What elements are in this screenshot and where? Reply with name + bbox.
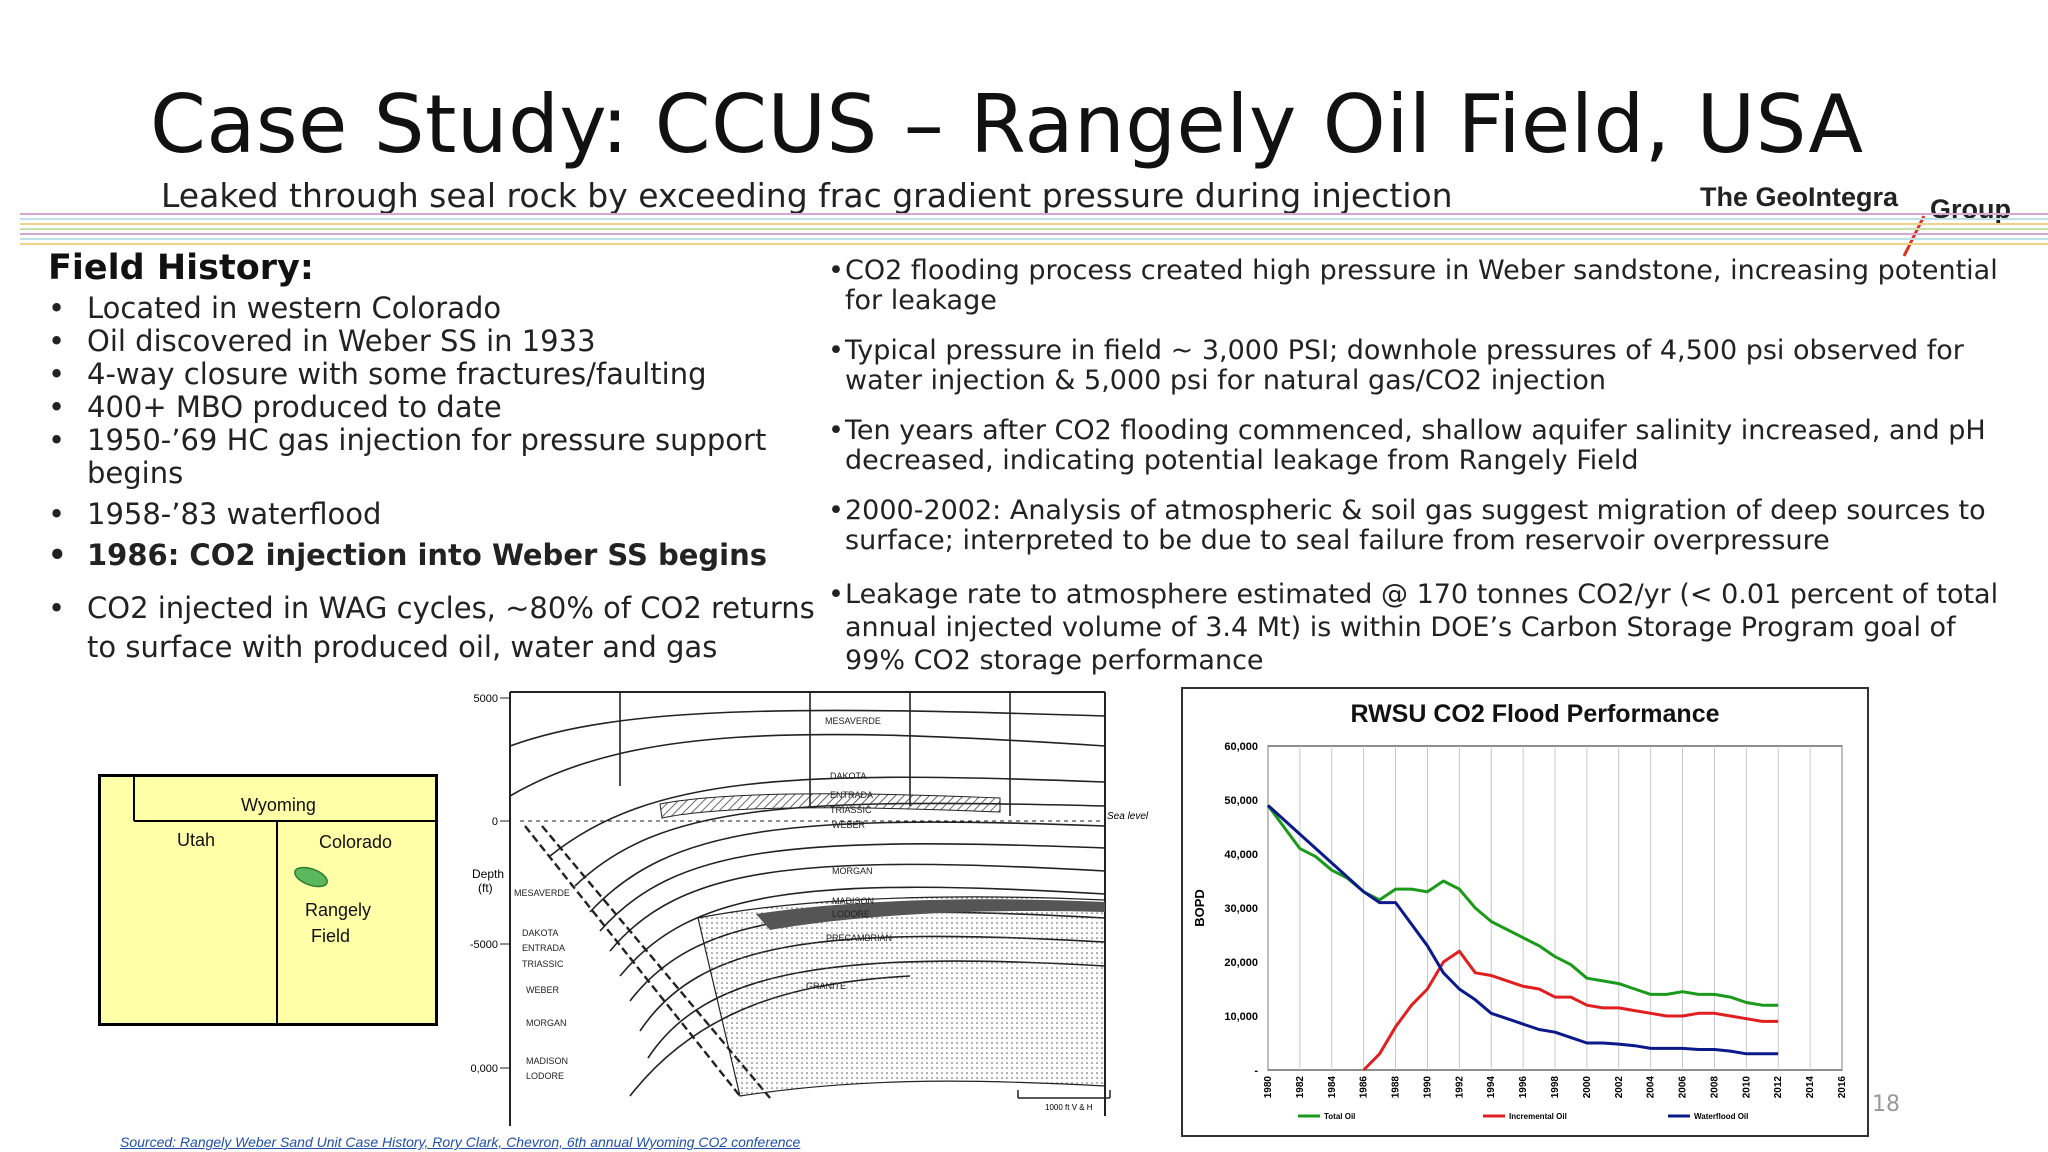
unit-label: MESAVERDE xyxy=(514,888,570,898)
unit-label: MESAVERDE xyxy=(825,716,881,726)
series-line-incremental-oil xyxy=(1362,949,1779,1072)
field-history-heading: Field History: xyxy=(48,248,314,288)
unit-label: WEBER xyxy=(526,985,560,995)
key-point: CO2 flooding process created high pressu… xyxy=(828,256,2018,316)
key-point: Typical pressure in field ~ 3,000 PSI; d… xyxy=(828,336,2018,396)
legend-entry: Waterflood Oil xyxy=(1694,1112,1748,1121)
location-map: Wyoming Utah Colorado Rangely Field xyxy=(98,774,438,1026)
unit-label: ENTRADA xyxy=(830,790,873,800)
y-tick-label: - xyxy=(1254,1065,1258,1077)
unit-label: MORGAN xyxy=(832,866,873,876)
x-tick-label: 2012 xyxy=(1773,1076,1784,1099)
geologic-cross-section: 5000 0 -5000 -10,000 Depth (ft) Sea leve… xyxy=(470,691,1149,1132)
x-tick-label: 1986 xyxy=(1359,1076,1370,1099)
map-label-utah: Utah xyxy=(177,830,216,850)
x-tick-label: 2010 xyxy=(1741,1076,1752,1099)
map-label-colorado: Colorado xyxy=(319,832,393,852)
x-tick-label: 1998 xyxy=(1550,1076,1561,1099)
field-history-list: Located in western Colorado Oil discover… xyxy=(48,292,828,667)
x-tick-label: 2016 xyxy=(1837,1076,1848,1099)
logo-slash-icon xyxy=(1902,215,1926,257)
x-tick-label: 2014 xyxy=(1805,1076,1816,1099)
depth-tick: 0 xyxy=(492,816,498,828)
sea-level-label: Sea level xyxy=(1107,811,1149,822)
flood-performance-chart: RWSU CO2 Flood Performance 1980 1982 1984 1… xyxy=(1181,687,1869,1137)
history-item: 1986: CO2 injection into Weber SS begins xyxy=(48,539,828,573)
key-point: Ten years after CO2 flooding commenced, … xyxy=(828,416,2018,476)
history-item: CO2 injected in WAG cycles, ~80% of CO2 … xyxy=(48,589,828,667)
x-tick-label: 1992 xyxy=(1454,1076,1465,1099)
logo-line1: The GeoIntegra xyxy=(1700,182,1899,212)
slide-title: Case Study: CCUS – Rangely Oil Field, US… xyxy=(150,78,1864,171)
y-tick-label: 20,000 xyxy=(1224,957,1258,969)
y-tick-label: 10,000 xyxy=(1224,1011,1258,1023)
y-tick-label: 30,000 xyxy=(1224,903,1258,915)
chart-title: RWSU CO2 Flood Performance xyxy=(1350,700,1719,728)
history-item: 4-way closure with some fractures/faulti… xyxy=(48,358,828,392)
unit-label: TRIASSIC xyxy=(830,805,872,815)
unit-label: MORGAN xyxy=(526,1018,567,1028)
history-item: 1950-’69 HC gas injection for pressure s… xyxy=(48,424,828,490)
unit-label: LODORE xyxy=(832,909,870,919)
source-citation-link[interactable]: Sourced: Rangely Weber Sand Unit Case Hi… xyxy=(120,1134,801,1150)
key-point: Leakage rate to atmosphere estimated @ 1… xyxy=(828,578,2018,677)
unit-label: LODORE xyxy=(526,1071,564,1081)
scale-bar-label: 1000 ft V & H xyxy=(1045,1103,1093,1112)
y-tick-label: 40,000 xyxy=(1224,849,1258,861)
y-tick-label: 50,000 xyxy=(1224,795,1258,807)
x-tick-label: 1994 xyxy=(1486,1076,1497,1099)
geointegra-logo: The GeoIntegra Group xyxy=(1700,180,2020,260)
chart-plot-area: 1980 1982 1984 1986 1988 1990 1992 1994 1996 1998… xyxy=(1192,741,1848,1121)
x-tick-label: 1990 xyxy=(1422,1076,1433,1099)
x-tick-label: 1988 xyxy=(1391,1076,1402,1099)
x-tick-label: 1996 xyxy=(1518,1076,1529,1099)
history-item: 400+ MBO produced to date xyxy=(48,391,828,425)
y-axis-label: BOPD xyxy=(1192,889,1207,927)
map-label-field-1: Rangely xyxy=(305,900,372,920)
x-tick-label: 1984 xyxy=(1327,1076,1338,1099)
x-tick-label: 2008 xyxy=(1709,1076,1720,1099)
x-tick-label: 2000 xyxy=(1582,1076,1593,1099)
x-tick-label: 2004 xyxy=(1646,1076,1657,1099)
x-tick-label: 1980 xyxy=(1263,1076,1274,1099)
page-number: 18 xyxy=(1872,1092,1900,1117)
series-line-waterflood-oil xyxy=(1266,804,1779,1056)
depth-axis-unit: (ft) xyxy=(478,881,493,895)
unit-label: MADISON xyxy=(832,896,874,906)
map-label-wyoming: Wyoming xyxy=(241,795,316,815)
unit-label: ENTRADA xyxy=(522,943,565,953)
unit-label: GRANITE xyxy=(806,981,846,991)
x-tick-label: 2006 xyxy=(1678,1076,1689,1099)
legend-entry: Incremental Oil xyxy=(1509,1112,1567,1121)
unit-label: TRIASSIC xyxy=(522,959,564,969)
unit-label: WEBER xyxy=(832,820,866,830)
map-label-field-2: Field xyxy=(311,926,351,946)
x-tick-label: 1982 xyxy=(1295,1076,1306,1099)
map-borders xyxy=(133,777,435,1023)
depth-tick: -10,000 xyxy=(470,1063,498,1075)
legend-entry: Total Oil xyxy=(1324,1112,1355,1121)
key-points-list: CO2 flooding process created high pressu… xyxy=(828,256,2018,677)
slide-subtitle: Leaked through seal rock by exceeding fr… xyxy=(161,176,1453,215)
depth-axis-label: Depth xyxy=(472,867,504,881)
y-tick-label: 60,000 xyxy=(1224,741,1258,753)
unit-label: DAKOTA xyxy=(830,771,866,781)
unit-label: PRECAMBRIAN xyxy=(826,933,892,943)
history-item: Located in western Colorado xyxy=(48,292,828,326)
rangely-field-marker xyxy=(294,866,328,888)
history-item: Oil discovered in Weber SS in 1933 xyxy=(48,325,828,359)
depth-tick: 5000 xyxy=(474,693,498,705)
unit-label: MADISON xyxy=(526,1056,568,1066)
unit-label: DAKOTA xyxy=(522,928,558,938)
decorative-stripes xyxy=(20,213,2048,245)
key-point: 2000-2002: Analysis of atmospheric & soi… xyxy=(828,496,2018,556)
history-item: 1958-’83 waterflood xyxy=(48,498,828,532)
depth-tick: -5000 xyxy=(470,939,498,951)
x-tick-label: 2002 xyxy=(1614,1076,1625,1099)
